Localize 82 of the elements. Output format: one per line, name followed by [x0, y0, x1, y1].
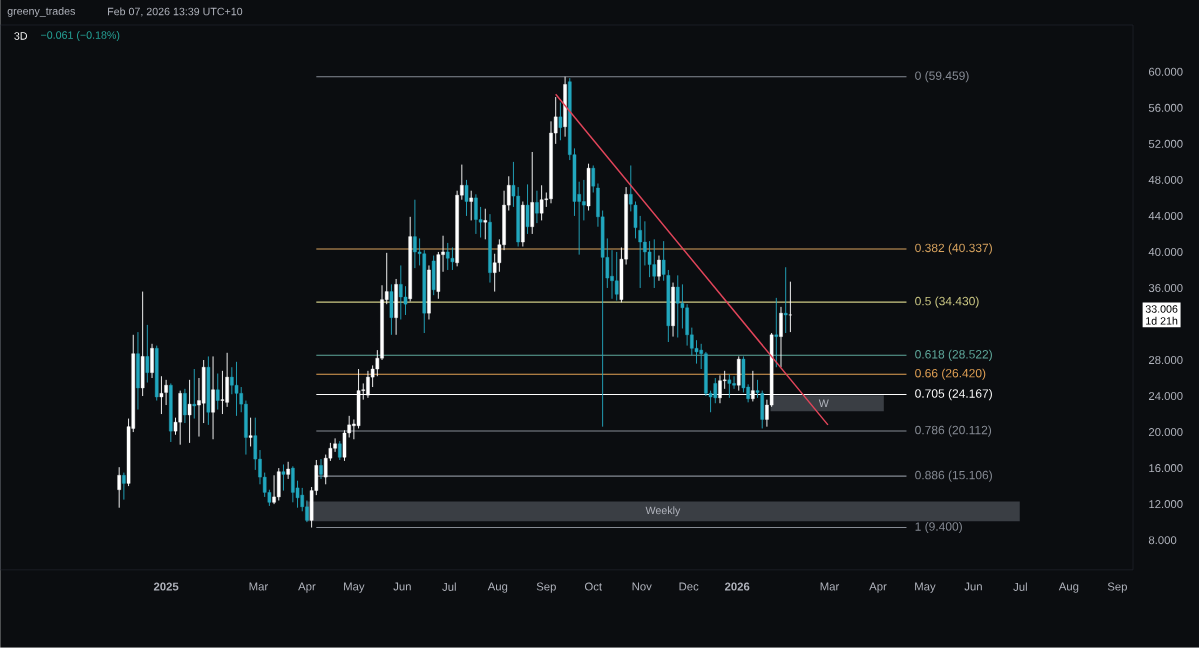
ref-line-label: 0.886 (15.106) [915, 470, 992, 482]
candlestick [215, 373, 220, 411]
candlestick [117, 466, 121, 509]
text: Feb 07, 2026 13:39 UTC+10 [108, 7, 243, 17]
x-tick-label: Jul [442, 582, 456, 591]
y-tick-label: 52.000 [1148, 139, 1183, 148]
ref-line-label: 0.705 (24.167) [915, 389, 992, 401]
y-tick-label: 40.000 [1148, 248, 1183, 257]
x-tick-label: Mar [249, 582, 268, 591]
candlestick [192, 368, 197, 420]
candlestick [525, 184, 530, 235]
x-tick-label: Jun [964, 582, 982, 591]
candlestick [469, 190, 473, 221]
candlestick [614, 251, 619, 302]
x-tick-label: Sep [536, 582, 556, 593]
x-tick-label: Jul [1013, 582, 1027, 591]
text: greeny_trades [7, 7, 75, 18]
candlestick [657, 255, 661, 282]
candlestick [661, 240, 666, 282]
x-tick-label: Mar [820, 582, 840, 591]
x-tick-label: Jun [393, 582, 411, 591]
candlestick [403, 285, 408, 316]
candlestick [234, 361, 239, 417]
x-tick-label: Aug [1058, 582, 1079, 593]
ref-line-label: 1 (9.400) [915, 522, 962, 534]
x-tick-label: 2025 [153, 582, 179, 591]
y-tick-label: 56.000 [1148, 103, 1183, 112]
ref-line-label: 0.5 (34.430) [915, 296, 979, 308]
x-tick-label: May [915, 582, 936, 593]
y-tick-label: 8.000 [1148, 536, 1177, 545]
candlestick [783, 266, 788, 334]
x-tick-label: Sep [1107, 582, 1127, 593]
candlestick [145, 324, 150, 384]
y-tick-label: 60.000 [1148, 67, 1183, 76]
x-tick-label: Aug [487, 582, 508, 593]
candlestick [788, 281, 793, 333]
candlestick [483, 208, 488, 240]
candlestick [338, 440, 342, 461]
candlestick [220, 370, 225, 415]
annotation: 3D [14, 32, 27, 40]
candlestick [159, 375, 164, 415]
x-tick-label: Nov [632, 582, 652, 591]
y-tick-label: 24.000 [1148, 392, 1183, 401]
ref-line-label: 0.786 (20.112) [915, 425, 992, 437]
candlestick [450, 247, 455, 271]
candlestick [464, 179, 469, 217]
y-tick-label: 36.000 [1148, 284, 1183, 293]
candlestick [779, 306, 783, 368]
x-tick-label: Apr [869, 582, 887, 593]
candlestick [187, 379, 192, 444]
candlestick [281, 464, 286, 492]
candlestick [727, 374, 732, 399]
candlestick [248, 417, 253, 448]
ref-line-label: 0.382 (40.337) [915, 243, 992, 255]
ref-line-label: 0.66 (26.420) [915, 368, 986, 380]
candlestick [755, 379, 760, 399]
annotation: −0.061 (−0.18%) [41, 31, 120, 42]
x-tick-label: 2026 [724, 582, 750, 591]
candlestick [535, 190, 539, 224]
x-tick-label: Oct [584, 582, 602, 591]
x-tick-label: Apr [298, 582, 316, 593]
candlestick [591, 165, 596, 194]
candlestick [319, 458, 323, 480]
text: 33.006 [1145, 305, 1178, 313]
y-tick-label: 28.000 [1148, 356, 1183, 365]
y-tick-label: 16.000 [1149, 464, 1183, 473]
y-tick-label: 44.000 [1148, 211, 1183, 220]
candlestick [183, 388, 187, 424]
y-tick-label: 12.000 [1149, 500, 1183, 509]
ref-line-label: 0 (59.459) [915, 71, 969, 83]
x-tick-label: Dec [679, 582, 699, 591]
y-tick-label: 48.000 [1148, 175, 1183, 184]
candlestick [211, 356, 215, 440]
band-label: Weekly [645, 506, 681, 517]
band-label: W [818, 399, 829, 407]
candlestick [774, 297, 779, 368]
y-tick-label: 20.000 [1148, 428, 1183, 437]
ref-line-label: 0.618 (28.522) [915, 349, 992, 361]
candlestick [558, 102, 563, 141]
text: 1d 21h [1146, 316, 1178, 325]
candlestick [122, 472, 126, 501]
x-tick-label: May [344, 582, 365, 593]
